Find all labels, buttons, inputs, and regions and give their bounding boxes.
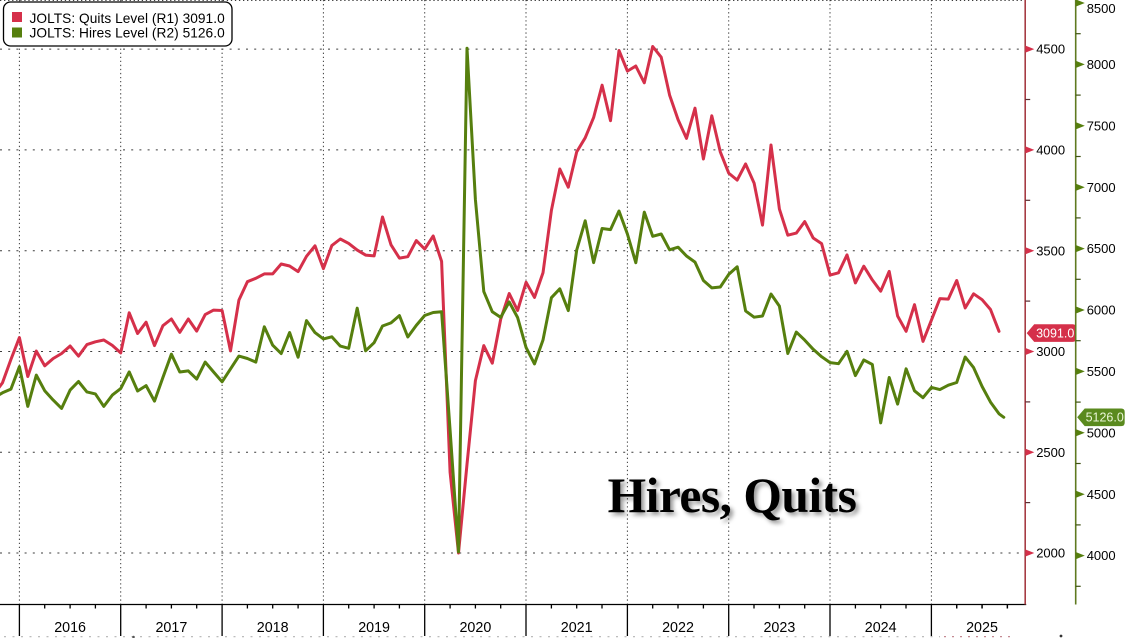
svg-text:2021: 2021 — [561, 620, 593, 636]
svg-text:2018: 2018 — [257, 620, 289, 636]
svg-text:5000: 5000 — [1087, 425, 1116, 440]
svg-text:2020: 2020 — [459, 620, 491, 636]
svg-text:3500: 3500 — [1036, 243, 1065, 258]
svg-text:5126.0: 5126.0 — [1086, 411, 1124, 425]
svg-text:4000: 4000 — [1087, 548, 1116, 563]
svg-text:2023: 2023 — [763, 620, 795, 636]
svg-text:2017: 2017 — [155, 620, 187, 636]
svg-text:6000: 6000 — [1087, 303, 1116, 318]
svg-text:8000: 8000 — [1087, 57, 1116, 72]
svg-text:JOLTS: Quits Level (R1) 3091.0: JOLTS: Quits Level (R1) 3091.0 — [30, 11, 226, 26]
svg-text:2025: 2025 — [966, 620, 998, 636]
svg-text:4500: 4500 — [1087, 487, 1116, 502]
svg-text:2024: 2024 — [865, 620, 897, 636]
svg-text:3000: 3000 — [1036, 344, 1065, 359]
svg-text:2000: 2000 — [1036, 546, 1065, 561]
svg-text:8500: 8500 — [1087, 1, 1116, 16]
svg-text:4000: 4000 — [1036, 143, 1065, 158]
svg-text:6500: 6500 — [1087, 241, 1116, 256]
svg-text:2016: 2016 — [54, 620, 86, 636]
svg-text:5500: 5500 — [1087, 364, 1116, 379]
svg-text:JOLTS: Hires Level (R2) 5126.0: JOLTS: Hires Level (R2) 5126.0 — [30, 25, 226, 40]
svg-text:7500: 7500 — [1087, 118, 1116, 133]
svg-text:2019: 2019 — [358, 620, 390, 636]
svg-text:Hires, Quits: Hires, Quits — [608, 468, 857, 523]
svg-text:3091.0: 3091.0 — [1036, 327, 1074, 341]
svg-text:2500: 2500 — [1036, 445, 1065, 460]
svg-text:7000: 7000 — [1087, 180, 1116, 195]
svg-text:4500: 4500 — [1036, 42, 1065, 57]
svg-text:2022: 2022 — [662, 620, 694, 636]
